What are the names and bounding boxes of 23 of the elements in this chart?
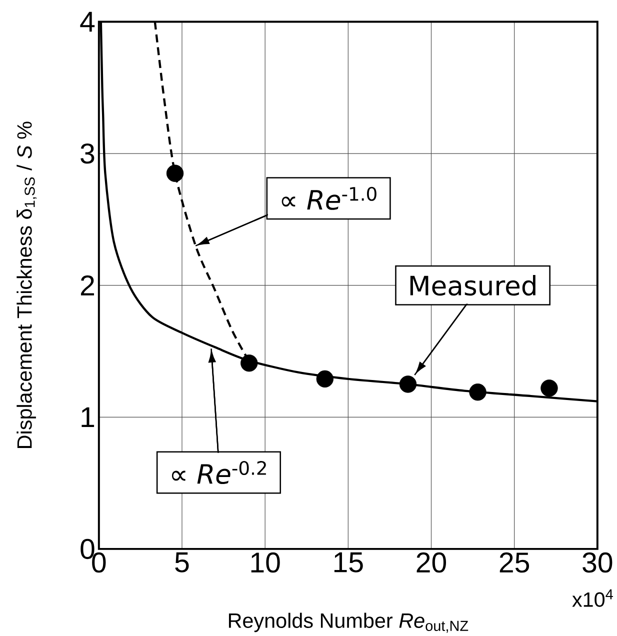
y-axis-title: Displacement Thickness δ$_{1,SS}$ / S % bbox=[16, 122, 37, 448]
y-tick-label: 4 bbox=[80, 12, 95, 32]
point bbox=[540, 380, 558, 397]
point bbox=[240, 354, 258, 372]
point bbox=[166, 164, 184, 182]
annotation: Measured bbox=[410, 275, 536, 296]
y-tick-label: 1 bbox=[82, 407, 94, 427]
x-tick-label: 10 bbox=[251, 552, 280, 573]
x-axis-title: Reynolds Number Re$_{out,NZ}$ bbox=[228, 612, 468, 633]
text: x10$^{4}$ bbox=[572, 589, 613, 607]
y-tick-label: 2 bbox=[80, 275, 94, 296]
point bbox=[469, 384, 486, 401]
annotation: ∝ Re$^{-0.2}$ bbox=[172, 460, 266, 484]
y-tick-label: 3 bbox=[80, 143, 94, 164]
x-tick-label: 20 bbox=[416, 552, 446, 573]
point bbox=[399, 376, 417, 393]
x-tick-label: 30 bbox=[582, 552, 612, 573]
annotation: ∝ Re$^{-1.0}$ bbox=[282, 186, 376, 210]
x-tick-label: 5 bbox=[175, 552, 189, 572]
x-tick-label: 15 bbox=[334, 552, 363, 572]
y-tick-label: 0 bbox=[80, 538, 94, 560]
point bbox=[316, 370, 334, 388]
x-tick-label: 25 bbox=[500, 552, 529, 573]
